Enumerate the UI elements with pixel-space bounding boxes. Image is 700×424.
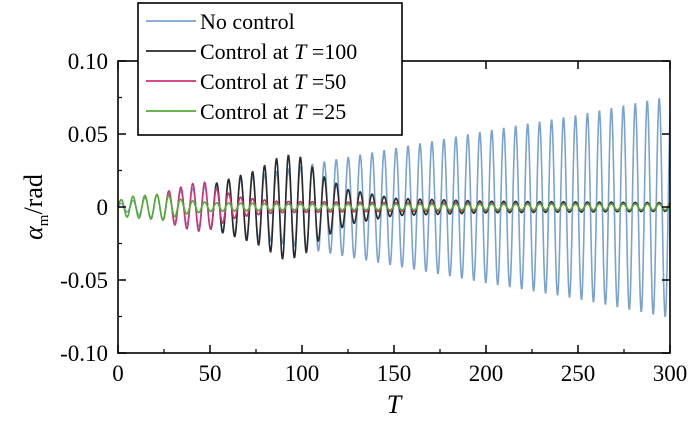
y-axis-title: αm/rad [19,174,52,240]
x-tick-label: 250 [561,361,596,386]
legend-label-value: =50 [306,69,346,94]
legend-box [137,2,403,136]
legend-label-prefix: Control at [200,99,294,124]
legend-label-3: Control at T =25 [200,99,346,124]
legend-label-1: Control at T =100 [200,39,357,64]
x-tick-label: 100 [285,361,320,386]
y-axis-symbol: α [19,225,48,240]
y-tick-label: -0.10 [60,341,108,366]
x-tick-label: 50 [199,361,222,386]
y-axis-title-text: αm/rad [19,174,52,240]
x-tick-label: 150 [377,361,412,386]
legend-label-value: =100 [306,39,357,64]
x-tick-label: 200 [469,361,504,386]
legend-label-0: No control [200,9,295,34]
y-axis-subscript: m [36,214,52,226]
y-tick-label: -0.05 [60,268,108,293]
x-axis-title: T [387,390,403,419]
legend-label-value: =25 [306,99,346,124]
legend-label-prefix: Control at [200,69,294,94]
legend-label-prefix: Control at [200,39,294,64]
x-tick-label: 0 [112,361,124,386]
legend-label-prefix: No control [200,9,295,34]
legend-label-T: T [294,69,308,94]
y-tick-label: 0.10 [68,49,108,74]
y-tick-label: 0 [97,195,109,220]
y-tick-label: 0.05 [68,122,108,147]
axes: 0 50 100 150 200 250 300 0.10 0.05 0 -0.05 -0.10 Tαm… [19,49,687,419]
legend-label-2: Control at T =50 [200,69,346,94]
legend-label-T: T [294,39,308,64]
legend-label-T: T [294,99,308,124]
series-line-3 [118,193,670,221]
series-layer [118,98,670,318]
x-tick-label: 300 [653,361,688,386]
y-axis-unit: /rad [19,174,48,214]
